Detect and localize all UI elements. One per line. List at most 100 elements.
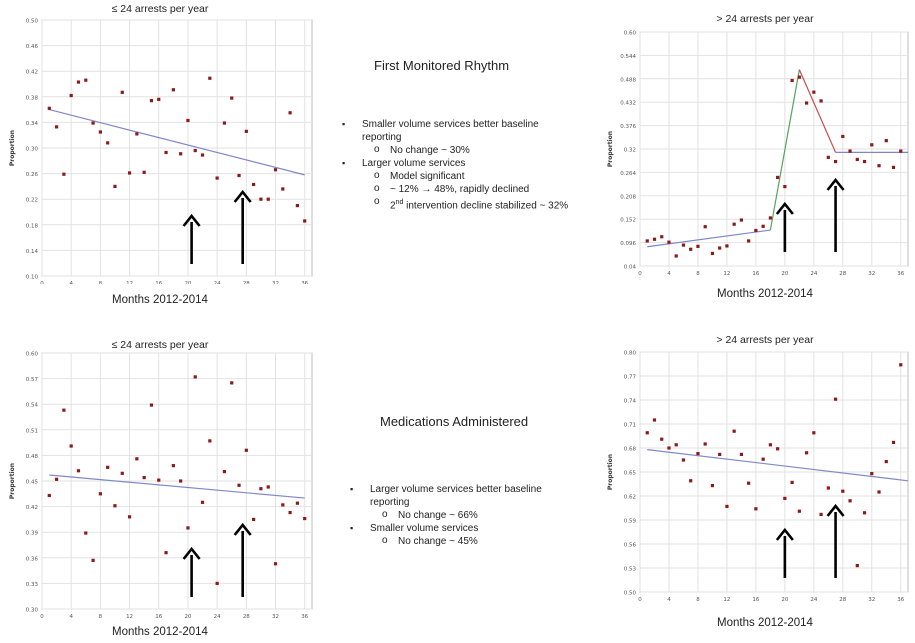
y-tick-label: 0.376 (620, 124, 636, 130)
data-point (186, 526, 190, 530)
y-tick-label: 0.34 (26, 121, 39, 127)
data-point (783, 496, 787, 500)
data-point (127, 515, 132, 519)
data-point (113, 184, 117, 188)
data-point (877, 164, 881, 168)
x-tick-label: 36 (301, 614, 308, 620)
data-point (295, 501, 300, 505)
segment-line (647, 229, 771, 248)
data-point (696, 244, 700, 248)
data-point (725, 504, 729, 508)
y-tick-label: 0.36 (26, 556, 39, 562)
y-tick-label: 0.39 (26, 531, 39, 537)
data-point (171, 464, 175, 468)
x-tick-label: 8 (99, 614, 103, 620)
data-point (703, 225, 707, 229)
data-point (776, 447, 780, 451)
x-tick-label: 32 (272, 614, 279, 620)
data-point (281, 503, 285, 507)
data-point (652, 237, 657, 241)
y-tick-label: 0.30 (26, 608, 39, 614)
data-point (732, 222, 736, 226)
y-axis-label: Proportion (607, 454, 614, 490)
data-point (804, 101, 809, 105)
data-point (149, 403, 154, 407)
data-point (76, 469, 81, 473)
data-point (797, 509, 801, 513)
y-tick-label: 0.33 (26, 582, 39, 588)
y-tick-label: 0.22 (26, 198, 38, 204)
x-tick-label: 8 (99, 281, 103, 284)
data-point (776, 175, 780, 180)
data-point (193, 148, 197, 153)
data-point (200, 500, 205, 504)
data-point (739, 218, 744, 222)
x-tick-label: 24 (810, 597, 817, 603)
x-tick-label: 20 (781, 271, 788, 277)
data-point (660, 437, 664, 441)
data-point (84, 78, 88, 82)
data-point (142, 170, 146, 174)
x-tick-label: 4 (69, 281, 73, 284)
chart-2-plot: 0.04 0.096 0.152 0.208 0.264 0.32 0.376 0.432 0.… (607, 31, 909, 277)
data-point (812, 90, 816, 94)
arrow-icon (826, 177, 845, 191)
segment-line (798, 69, 837, 153)
data-point (855, 157, 859, 162)
y-tick-label: 0.10 (26, 275, 39, 281)
y-tick-label: 0.544 (620, 54, 636, 60)
y-tick-label: 0.57 (26, 377, 39, 383)
x-tick-label: 36 (897, 597, 904, 603)
x-tick-label: 4 (69, 614, 73, 620)
chart-1-xlabel: Months 2012-2014 (112, 294, 208, 306)
data-point (215, 176, 219, 180)
data-point (142, 475, 146, 480)
x-tick-label: 20 (781, 597, 788, 603)
y-axis-label: Proportion (607, 131, 614, 167)
data-point (69, 93, 73, 98)
data-point (98, 130, 102, 134)
arrow-icon (775, 527, 794, 541)
x-tick-label: 28 (243, 614, 250, 620)
data-point (681, 243, 686, 247)
data-point (186, 118, 190, 123)
y-tick-label: 0.53 (624, 567, 637, 573)
y-tick-label: 0.77 (624, 375, 637, 381)
x-tick-label: 28 (243, 281, 250, 284)
data-point (200, 153, 205, 157)
y-tick-label: 0.50 (26, 19, 39, 25)
data-point (179, 479, 183, 483)
data-point (222, 470, 227, 474)
data-point (819, 99, 823, 103)
data-point (710, 251, 715, 256)
note-item: Larger volume services (340, 157, 572, 170)
data-point (891, 440, 896, 444)
y-tick-label: 0.56 (624, 543, 637, 549)
y-tick-label: 0.59 (624, 519, 637, 525)
data-point (718, 246, 722, 250)
y-axis-label: Proportion (9, 463, 16, 499)
data-point (833, 159, 838, 164)
data-point (790, 480, 794, 484)
data-point (47, 493, 51, 498)
data-point (164, 150, 168, 155)
x-tick-label: 8 (696, 271, 700, 277)
x-tick-label: 36 (301, 281, 308, 284)
note-item: No change ~ 66% (348, 508, 580, 522)
arrow-icon (775, 201, 794, 215)
x-tick-label: 24 (810, 271, 817, 277)
data-point (127, 171, 132, 175)
data-point (54, 125, 59, 129)
data-point (244, 448, 248, 452)
y-tick-label: 0.50 (624, 591, 637, 597)
x-tick-label: 4 (667, 597, 671, 603)
data-point (98, 492, 102, 496)
data-point (870, 472, 874, 476)
section-title-medications-administered: Medications Administered (380, 414, 529, 429)
y-tick-label: 0.208 (620, 194, 636, 200)
x-tick-label: 32 (272, 281, 279, 284)
chart-2-xlabel: Months 2012-2014 (717, 288, 813, 300)
data-point (120, 90, 124, 94)
data-point (674, 443, 678, 447)
data-point (689, 479, 693, 483)
